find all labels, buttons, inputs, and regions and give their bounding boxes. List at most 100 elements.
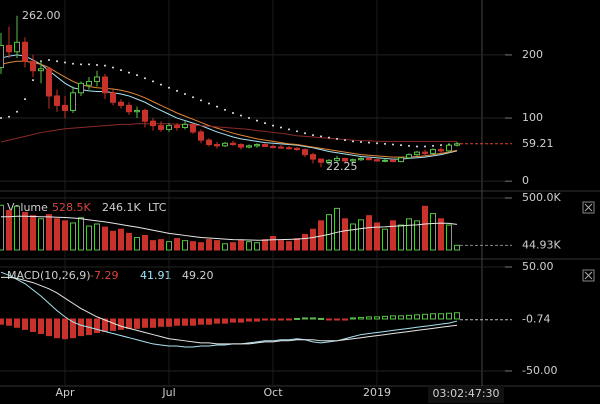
ma-dot <box>280 126 282 129</box>
ma-line <box>0 54 458 160</box>
x-tick-label: 2019 <box>363 386 391 399</box>
close-button[interactable] <box>582 269 595 282</box>
ma-dot <box>152 80 154 83</box>
macd-current: -0.74 <box>522 313 550 326</box>
ma-dot <box>104 64 106 67</box>
ma-dot <box>120 69 122 72</box>
volume-bar <box>46 214 52 251</box>
macd-histogram <box>230 318 236 323</box>
macd-histogram <box>350 317 356 320</box>
volume-bar <box>70 222 76 251</box>
volume-bar <box>350 223 356 251</box>
ma-dot <box>80 63 82 66</box>
candle-body <box>270 145 276 148</box>
macd-histogram <box>254 318 260 322</box>
macd-histogram <box>438 313 444 320</box>
ma-dot <box>216 105 218 108</box>
ma-dot <box>8 115 10 118</box>
y-tick-label: 0 <box>522 174 529 187</box>
candle-body <box>118 101 124 106</box>
candle-body <box>158 125 164 130</box>
macd-histogram <box>278 318 284 321</box>
macd-histogram <box>142 318 148 328</box>
ma-dot <box>176 89 178 92</box>
x-tick-label: Oct <box>263 386 283 399</box>
macd-histogram <box>310 317 316 320</box>
macd-histogram <box>30 318 36 332</box>
ma-dot <box>312 134 314 137</box>
volume-bar <box>78 217 84 251</box>
candle-body <box>318 158 324 163</box>
volume-bar <box>454 244 460 251</box>
ma-dot <box>272 124 274 127</box>
volume-value: 528.5K <box>52 201 91 214</box>
macd-histogram <box>134 318 140 329</box>
volume-bar <box>254 242 260 251</box>
price-annotation: 262.00 <box>22 9 61 22</box>
candle-body <box>54 95 60 106</box>
candle-body <box>358 157 364 161</box>
volume-bar <box>150 240 156 251</box>
ma-dot <box>192 96 194 99</box>
candle-body <box>398 157 404 163</box>
macd-histogram <box>94 318 100 333</box>
macd-histogram <box>398 315 404 320</box>
candle-body <box>94 76 100 82</box>
candle-body <box>30 60 36 72</box>
price-annotation: 22.25 <box>326 160 358 173</box>
macd-histogram <box>318 317 324 320</box>
volume-bar <box>0 204 4 251</box>
ma-dot <box>128 71 130 74</box>
volume-bar <box>86 225 92 251</box>
volume-bar <box>142 234 148 251</box>
volume-bar <box>406 218 412 251</box>
volume-bar <box>270 235 276 251</box>
y-tick-label: -50.00 <box>522 364 557 377</box>
volume-bar <box>230 242 236 251</box>
candle-body <box>302 149 308 156</box>
candle-body <box>238 144 244 148</box>
macd-label: MACD(10,26,9) <box>7 269 91 282</box>
candle-body <box>406 154 412 159</box>
ma-dot <box>376 142 378 145</box>
candle-body <box>182 123 188 129</box>
ma-dot <box>416 145 418 148</box>
y-tick-label: 50.00 <box>522 260 554 273</box>
macd-histogram <box>454 312 460 320</box>
ma-dot <box>408 144 410 147</box>
macd-histogram <box>374 316 380 320</box>
macd-histogram <box>150 318 156 328</box>
y-tick-label: 100 <box>522 111 543 124</box>
ma-dot <box>296 130 298 133</box>
volume-bar <box>30 215 36 251</box>
ma-dot <box>200 99 202 102</box>
macd-histogram <box>70 318 76 339</box>
macd-histogram <box>0 318 4 325</box>
volume-bar <box>134 237 140 251</box>
macd-histogram <box>6 318 12 326</box>
macd-histogram <box>46 318 52 337</box>
ma-dot <box>352 140 354 143</box>
ma-dot <box>208 102 210 105</box>
candle-body <box>286 147 292 150</box>
candle-body <box>70 92 76 111</box>
macd-histogram <box>174 318 180 326</box>
volume-bar <box>214 240 220 251</box>
ma-dot <box>240 114 242 117</box>
macd-histogram <box>158 318 164 327</box>
volume-bar <box>190 241 196 251</box>
ma-dot <box>72 62 74 65</box>
candle-body <box>254 144 260 147</box>
macd-histogram <box>182 318 188 326</box>
candle-body <box>262 144 268 147</box>
candle-body <box>62 104 68 111</box>
ma-dot <box>424 145 426 148</box>
candle-body <box>342 157 348 162</box>
ma-dot <box>368 141 370 144</box>
volume-bar <box>238 240 244 251</box>
candle-body <box>38 68 44 72</box>
signal-value: 49.20 <box>182 269 214 282</box>
candle-body <box>14 41 20 53</box>
close-button[interactable] <box>582 201 595 214</box>
